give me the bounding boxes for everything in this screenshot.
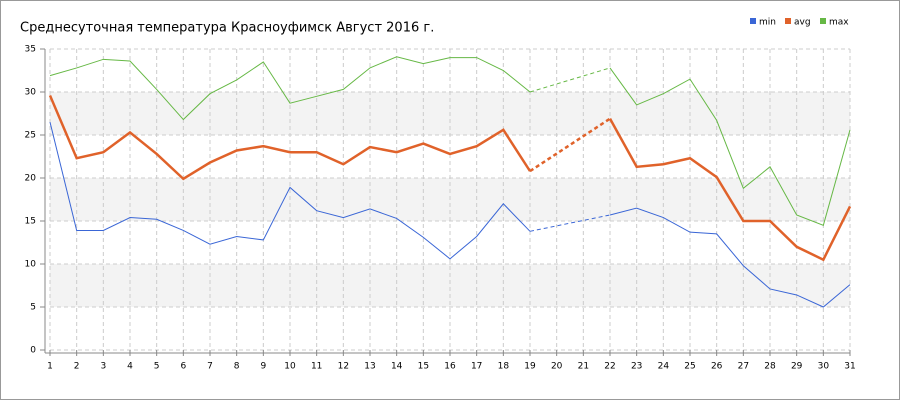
x-tick-label: 18: [498, 362, 510, 372]
x-tick-label: 15: [418, 362, 429, 372]
x-tick-label: 20: [551, 362, 563, 372]
series-line: [49, 121, 851, 308]
legend-swatch: [750, 18, 756, 24]
y-tick-label: 35: [25, 45, 36, 55]
x-tick-label: 8: [234, 362, 240, 372]
x-tick-label: 23: [631, 362, 642, 372]
chart-title: Среднесуточная температура Красноуфимск …: [20, 21, 434, 36]
x-tick-label: 5: [154, 362, 160, 372]
gap-connector: [529, 117, 611, 173]
x-tick-label: 4: [127, 362, 133, 372]
y-tick-label: 15: [25, 217, 36, 227]
band: [50, 264, 850, 307]
x-tick-label: 31: [844, 362, 855, 372]
legend-swatch: [820, 18, 826, 24]
x-tick-label: 26: [711, 362, 723, 372]
x-tick-label: 29: [791, 362, 803, 372]
legend-label: max: [829, 18, 849, 28]
x-tick-label: 7: [207, 362, 213, 372]
x-tick-label: 21: [578, 362, 589, 372]
x-tick-label: 30: [818, 362, 830, 372]
series-line: [49, 56, 851, 226]
x-tick-label: 6: [180, 362, 186, 372]
x-tick-label: 22: [604, 362, 615, 372]
x-tick-label: 28: [764, 362, 776, 372]
legend-label: min: [759, 18, 776, 28]
series-line: [48, 94, 852, 262]
y-tick-label: 5: [30, 303, 36, 313]
x-tick-label: 2: [74, 362, 80, 372]
x-tick-label: 19: [524, 362, 536, 372]
y-tick-label: 20: [25, 174, 37, 184]
y-tick-label: 25: [25, 131, 36, 141]
y-tick-label: 10: [25, 260, 37, 270]
x-tick-label: 12: [338, 362, 349, 372]
x-tick-label: 27: [738, 362, 749, 372]
y-tick-label: 30: [25, 88, 37, 98]
x-tick-label: 17: [471, 362, 482, 372]
x-tick-label: 14: [391, 362, 403, 372]
x-tick-label: 1: [47, 362, 53, 372]
x-tick-label: 9: [260, 362, 266, 372]
x-tick-label: 3: [100, 362, 106, 372]
legend-label: avg: [794, 18, 811, 28]
x-tick-label: 16: [444, 362, 456, 372]
x-tick-label: 11: [311, 362, 322, 372]
x-tick-label: 10: [284, 362, 296, 372]
x-tick-label: 25: [684, 362, 695, 372]
legend-swatch: [785, 18, 791, 24]
y-tick-label: 0: [30, 346, 36, 356]
x-tick-label: 24: [658, 362, 670, 372]
x-tick-label: 13: [364, 362, 375, 372]
